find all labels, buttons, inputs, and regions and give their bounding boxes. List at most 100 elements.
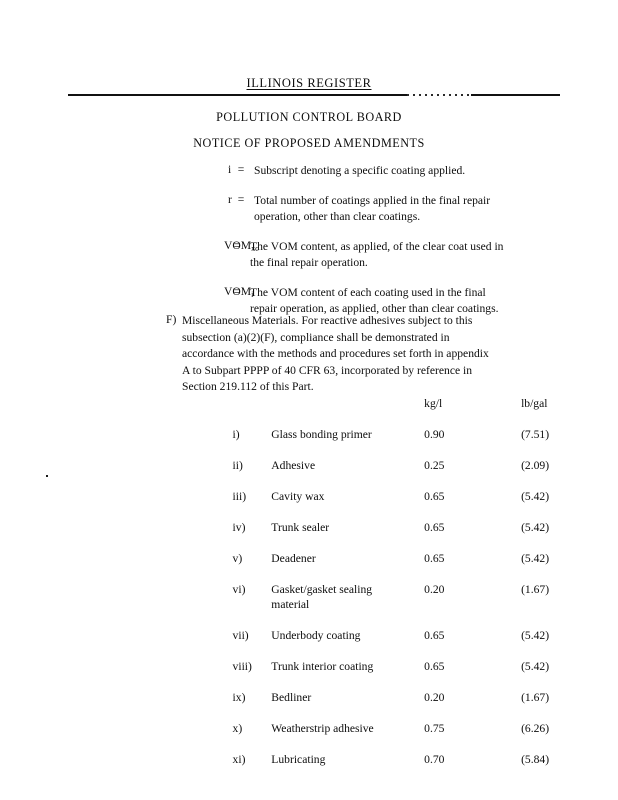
definition-equals: =: [233, 284, 241, 298]
paragraph-f-line: subsection (a)(2)(F), compliance shall b…: [182, 330, 450, 344]
definition-description: Total number of coatings applied in the …: [254, 193, 618, 226]
table-header-kgl: kg/l: [424, 397, 443, 410]
table-spacer-cell: [0, 551, 233, 582]
row-number: iv): [232, 521, 246, 534]
table-header-lbgal: lb/gal: [521, 397, 548, 410]
table-header-name: [271, 396, 424, 427]
row-material-name: Bedliner: [271, 690, 424, 721]
table-row: vi) Gasket/gasket sealing material 0.20 (…: [0, 582, 618, 628]
table-row: ii) Adhesive 0.25 (2.09): [0, 458, 618, 489]
table-spacer-cell: [0, 628, 233, 659]
definition-symbol-text: r: [228, 192, 232, 206]
table-spacer-cell: [0, 721, 233, 752]
table-header-number: [233, 396, 272, 427]
row-material-name: Trunk interior coating: [271, 659, 424, 690]
definition-symbol-subscript: xc: [251, 243, 259, 253]
paragraph-f-line: Miscellaneous Materials. For reactive ad…: [182, 314, 473, 327]
row-value-lbgal: (6.26): [521, 722, 550, 735]
row-value-lbgal: (5.84): [521, 753, 550, 766]
row-material-name: Deadener: [271, 551, 424, 582]
paragraph-f-line: accordance with the methods and procedur…: [182, 347, 489, 361]
row-value-kgl: 0.20: [424, 691, 445, 704]
definition-symbol: r: [0, 193, 232, 206]
definition-equals: =: [237, 192, 245, 206]
table-spacer-cell: [0, 659, 233, 690]
table-row: x) Weatherstrip adhesive 0.75 (6.26): [0, 721, 618, 752]
table-spacer-cell: [0, 396, 233, 427]
subtitle-notice: NOTICE OF PROPOSED AMENDMENTS: [193, 136, 425, 150]
definition-row: VOMi = The VOM content of each coating u…: [0, 285, 618, 318]
row-material-name-line1: Bedliner: [271, 691, 312, 704]
definition-equals: =: [233, 238, 241, 252]
paragraph-f: F) Miscellaneous Materials. For reactive…: [0, 313, 618, 396]
table-row: iv) Trunk sealer 0.65 (5.42): [0, 520, 618, 551]
row-value-lbgal: (1.67): [521, 691, 550, 704]
definition-row: r = Total number of coatings applied in …: [0, 193, 618, 226]
row-number: vii): [232, 629, 249, 642]
definition-symbol-text: VOM: [224, 238, 252, 252]
row-value-kgl: 0.20: [424, 583, 445, 596]
row-material-name-line1: Gasket/gasket sealing: [271, 583, 373, 596]
row-material-name: Lubricating: [271, 752, 424, 783]
table-header: kg/l lb/gal: [0, 396, 618, 427]
row-value-lbgal: (1.67): [521, 583, 550, 596]
table-row: v) Deadener 0.65 (5.42): [0, 551, 618, 582]
row-number: iii): [232, 490, 247, 503]
table-spacer-cell: [0, 582, 233, 628]
table-spacer-cell: [0, 752, 233, 783]
definition-symbol-text: VOM: [224, 284, 252, 298]
row-number: viii): [232, 660, 252, 673]
table-header-row: kg/l lb/gal: [0, 396, 618, 427]
paragraph-f-line: A to Subpart PPPP of 40 CFR 63, incorpor…: [182, 363, 473, 377]
row-number: vi): [232, 583, 246, 596]
table-spacer-cell: [0, 489, 233, 520]
definition-description-line2: operation, other than clear coatings.: [254, 210, 421, 223]
definition-symbol-text: i: [228, 163, 232, 176]
rule-segment-solid: [68, 94, 408, 96]
table-row: vii) Underbody coating 0.65 (5.42): [0, 628, 618, 659]
row-material-name-line1: Glass bonding primer: [271, 428, 372, 441]
definition-symbol: VOMxc: [0, 239, 259, 253]
row-material-name: Cavity wax: [271, 489, 424, 520]
table-body: i) Glass bonding primer 0.90 (7.51) ii) …: [0, 427, 618, 783]
row-material-name: Glass bonding primer: [271, 427, 424, 458]
definition-description: The VOM content of each coating used in …: [250, 285, 618, 318]
paragraph-f-marker: F): [166, 313, 177, 326]
rule-segment-dash: [471, 94, 560, 96]
definition-list: i = Subscript denoting a specific coatin…: [0, 163, 618, 331]
coating-limits-table: kg/l lb/gal i) Glass bonding primer 0.90…: [0, 396, 618, 783]
row-material-name-line1: Cavity wax: [271, 490, 325, 503]
row-value-lbgal: (5.42): [521, 521, 550, 534]
row-value-lbgal: (5.42): [521, 490, 550, 503]
row-material-name-line1: Lubricating: [271, 753, 326, 766]
row-number: ii): [232, 459, 243, 472]
definition-description-line1: The VOM content of each coating used in …: [250, 285, 486, 299]
row-number: i): [232, 428, 240, 441]
row-number: v): [232, 552, 243, 565]
header-horizontal-rule: [68, 94, 560, 97]
paragraph-f-line: Section 219.112 of this Part.: [182, 380, 314, 394]
definition-row: i = Subscript denoting a specific coatin…: [0, 163, 618, 180]
rule-segment-dotted: [407, 94, 472, 96]
row-value-lbgal: (2.09): [521, 459, 550, 472]
row-material-name: Adhesive: [271, 458, 424, 489]
row-value-kgl: 0.75: [424, 722, 445, 735]
table-row: viii) Trunk interior coating 0.65 (5.42): [0, 659, 618, 690]
row-value-kgl: 0.90: [424, 428, 445, 441]
row-value-kgl: 0.65: [424, 629, 445, 642]
table-row: i) Glass bonding primer 0.90 (7.51): [0, 427, 618, 458]
definition-description-line1: Subscript denoting a specific coating ap…: [254, 164, 466, 177]
table-spacer-cell: [0, 690, 233, 721]
masthead: ILLINOIS REGISTER: [0, 74, 618, 92]
table-spacer-cell: [0, 458, 233, 489]
subtitle-board: POLLUTION CONTROL BOARD: [216, 110, 402, 124]
table-row: iii) Cavity wax 0.65 (5.42): [0, 489, 618, 520]
row-value-lbgal: (7.51): [521, 428, 550, 441]
row-value-lbgal: (5.42): [521, 552, 550, 565]
row-number: x): [232, 722, 243, 735]
definition-symbol: VOMi: [0, 285, 253, 299]
paragraph-f-body: Miscellaneous Materials. For reactive ad…: [182, 313, 618, 396]
row-number: ix): [232, 691, 246, 704]
row-value-kgl: 0.65: [424, 552, 445, 565]
